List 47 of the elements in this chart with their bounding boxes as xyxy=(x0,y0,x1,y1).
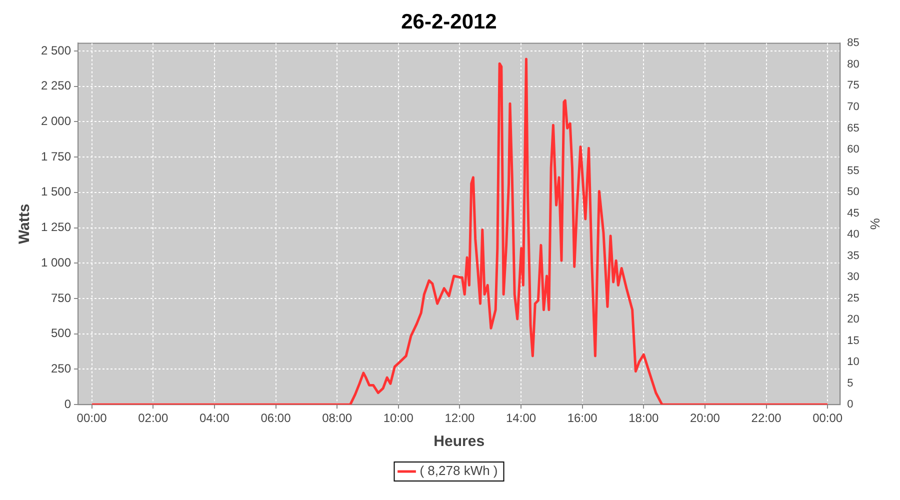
y2-tick-label: 55 xyxy=(847,164,860,177)
y-tick-label: 1 750 xyxy=(41,149,72,164)
y2-tick-label: 40 xyxy=(847,228,860,241)
y2-tick-label: 60 xyxy=(847,144,860,156)
y-tick-label: 2 250 xyxy=(41,78,72,93)
y-tick-label: 750 xyxy=(51,290,72,305)
y-tick-label: 2 500 xyxy=(41,43,72,58)
y-axis-title: Watts xyxy=(16,204,34,244)
y2-tick-label: 50 xyxy=(847,186,860,198)
y2-tick-label: 5 xyxy=(847,377,854,390)
y2-tick-label: 45 xyxy=(847,207,860,220)
y-tick-label: 2 000 xyxy=(41,114,72,128)
y-tick-label: 1 250 xyxy=(41,220,72,234)
x-tick-label: 16:00 xyxy=(567,411,598,426)
x-tick-label: 00:00 xyxy=(76,411,108,426)
y2-tick-label: 75 xyxy=(847,80,860,92)
x-tick-label: 20:00 xyxy=(690,411,720,426)
x-tick-label: 00:00 xyxy=(812,411,843,426)
y2-tick-label: 30 xyxy=(847,271,860,284)
chart-title: 26-2-2012 xyxy=(401,10,497,34)
y2-tick-label: 70 xyxy=(847,101,860,114)
y2-tick-label: 15 xyxy=(847,334,860,347)
y-tick-label: 1 500 xyxy=(41,184,72,199)
y2-tick-label: 20 xyxy=(847,314,860,326)
x-tick-label: 06:00 xyxy=(260,411,292,426)
x-tick-label: 08:00 xyxy=(322,411,352,426)
x-tick-label: 12:00 xyxy=(444,411,476,426)
x-tick-label: 14:00 xyxy=(506,411,536,426)
y2-axis-title: % xyxy=(868,218,883,230)
y2-tick-label: 35 xyxy=(847,250,860,262)
y2-tick-label: 10 xyxy=(847,356,860,368)
y-tick-label: 500 xyxy=(51,326,72,340)
x-tick-label: 10:00 xyxy=(383,411,414,426)
y2-tick-label: 25 xyxy=(847,292,860,304)
x-tick-label: 18:00 xyxy=(628,411,659,426)
y-tick-label: 0 xyxy=(64,396,72,411)
y2-tick-label: 80 xyxy=(847,58,860,70)
y2-tick-label: 85 xyxy=(847,37,860,50)
y-tick-label: 250 xyxy=(51,362,72,376)
x-tick-label: 22:00 xyxy=(751,411,782,426)
x-tick-label: 04:00 xyxy=(199,411,230,426)
x-tick-label: 02:00 xyxy=(138,411,168,426)
y-tick-label: 1 000 xyxy=(41,255,72,270)
x-axis-title: Heures xyxy=(434,433,485,450)
y2-tick-label: 0 xyxy=(847,398,854,411)
legend-label: ( 8,278 kWh ) xyxy=(420,463,498,478)
y2-tick-label: 65 xyxy=(847,122,860,134)
